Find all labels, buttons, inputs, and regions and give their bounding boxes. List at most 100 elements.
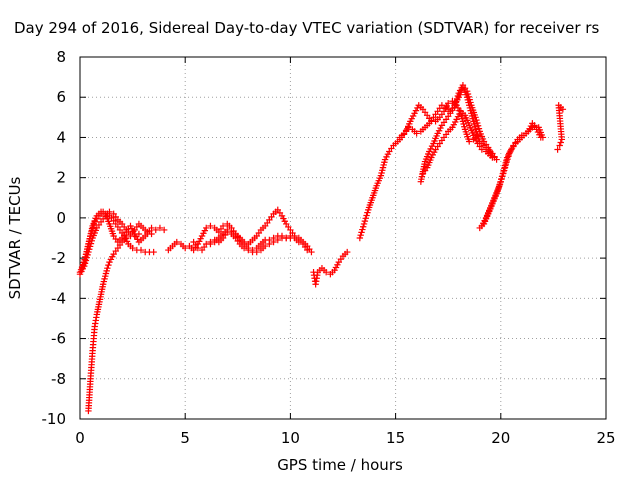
x-axis-label: GPS time / hours	[277, 456, 403, 474]
data-point	[464, 90, 472, 98]
data-point	[445, 100, 452, 107]
data-point	[144, 228, 151, 236]
x-tick-label: 0	[75, 429, 85, 447]
data-point	[105, 261, 112, 269]
data-point	[465, 93, 473, 101]
y-tick-label: -8	[51, 370, 66, 388]
data-point	[261, 242, 269, 250]
data-point	[240, 244, 248, 252]
data-point	[88, 237, 95, 245]
data-point	[99, 208, 107, 216]
data-point	[556, 142, 563, 149]
data-point	[152, 226, 159, 234]
data-point	[496, 181, 503, 189]
data-point	[537, 134, 544, 141]
y-tick-label: 4	[56, 128, 66, 146]
data-point	[452, 98, 460, 105]
data-point	[451, 104, 458, 111]
data-point	[463, 87, 471, 95]
data-point	[438, 102, 446, 109]
data-point	[104, 264, 111, 272]
data-point	[291, 232, 298, 240]
data-point	[131, 232, 138, 240]
y-tick-label: -10	[42, 410, 67, 428]
data-point	[474, 122, 482, 129]
data-point	[357, 231, 364, 239]
data-point	[322, 268, 330, 276]
data-point	[487, 152, 494, 159]
data-point	[478, 146, 486, 153]
data-point	[160, 226, 168, 234]
x-tick-label: 15	[386, 429, 405, 447]
data-point	[245, 246, 252, 254]
data-point	[182, 244, 189, 252]
data-point	[137, 246, 145, 254]
data-point	[554, 146, 561, 153]
data-point	[491, 154, 498, 161]
data-point	[86, 243, 94, 250]
data-point	[84, 251, 91, 259]
data-point	[359, 226, 366, 233]
data-point	[308, 248, 315, 256]
data-point	[207, 240, 214, 248]
data-point	[475, 125, 483, 132]
axis-ticks	[79, 56, 607, 420]
data-point	[497, 178, 504, 186]
x-tick-labels: 0 5 10 15 20 25	[75, 429, 615, 447]
data-point	[228, 228, 235, 236]
data-point	[81, 262, 88, 270]
data-point	[467, 99, 474, 106]
data-point	[360, 220, 368, 228]
y-tick-label: 0	[56, 209, 66, 227]
y-tick-label: 8	[56, 48, 66, 66]
data-point	[363, 212, 370, 219]
data-point	[364, 209, 371, 216]
data-point	[282, 234, 290, 242]
data-point	[207, 222, 214, 230]
data-point	[361, 217, 369, 225]
data-point	[498, 176, 505, 183]
y-tick-label: 6	[56, 88, 66, 106]
data-points	[76, 81, 567, 415]
data-point	[270, 238, 277, 246]
data-point	[356, 234, 364, 242]
data-point	[473, 116, 480, 124]
data-point	[148, 224, 155, 232]
data-point	[454, 92, 462, 100]
data-point	[274, 236, 281, 244]
data-point	[194, 244, 202, 252]
data-point	[359, 223, 367, 230]
data-point	[362, 215, 369, 222]
data-point	[83, 254, 90, 261]
data-point	[559, 106, 567, 113]
data-point	[413, 130, 420, 137]
data-point	[129, 244, 136, 252]
data-point	[474, 119, 481, 127]
data-point	[219, 222, 227, 230]
data-point	[123, 234, 130, 242]
data-point	[266, 240, 273, 248]
grid-lines	[80, 57, 606, 419]
data-point	[85, 248, 92, 256]
plot-frame	[79, 56, 607, 420]
x-tick-label: 10	[281, 429, 300, 447]
data-point	[156, 224, 164, 232]
data-point	[240, 238, 248, 246]
data-point	[87, 240, 95, 247]
data-point	[148, 230, 155, 238]
data-point	[358, 229, 365, 236]
chart-title: Day 294 of 2016, Sidereal Day-to-day VTE…	[14, 19, 599, 37]
data-point	[466, 138, 473, 145]
data-point	[106, 208, 113, 216]
data-point	[173, 238, 180, 246]
y-tick-label: -4	[51, 289, 66, 307]
data-point	[466, 96, 473, 103]
data-point	[452, 101, 459, 108]
x-tick-label: 5	[180, 429, 190, 447]
data-point	[498, 173, 506, 180]
x-tick-label: 25	[596, 429, 615, 447]
data-point	[557, 139, 564, 146]
data-point	[81, 260, 89, 267]
y-tick-labels: -10 -8 -6 -4 -2 0 2 4 6 8	[42, 48, 67, 428]
